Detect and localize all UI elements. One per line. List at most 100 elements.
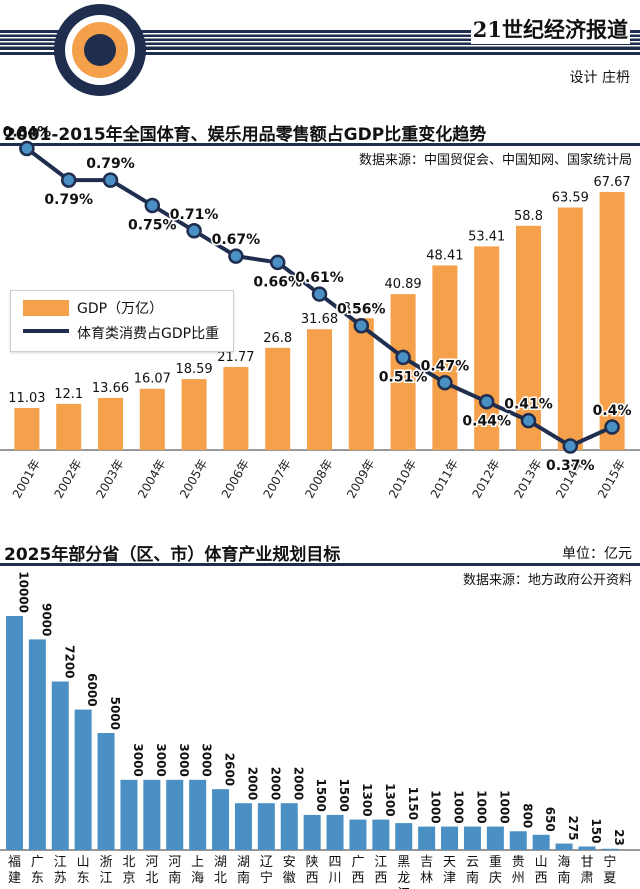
ratio-label: 0.75% — [128, 217, 177, 233]
province-tick-label: 山 — [77, 855, 90, 870]
target-bar-label: 1000 — [474, 790, 488, 823]
province-tick-label: 北 — [145, 871, 158, 886]
province-tick-label: 北 — [122, 855, 135, 870]
province-tick-label: 吉 — [420, 855, 433, 870]
gdp-bar — [139, 388, 165, 450]
year-tick-label: 2005年 — [177, 457, 210, 501]
province-tick-label: 宁 — [260, 870, 273, 886]
gdp-bar — [307, 329, 332, 450]
ratio-label: 0.61% — [295, 270, 344, 286]
target-bar — [189, 779, 207, 850]
province-tick-label: 湖 — [214, 855, 227, 870]
year-tick-label: 2012年 — [470, 457, 503, 501]
year-tick-label: 2009年 — [344, 457, 377, 501]
province-tick-label: 西 — [351, 871, 364, 886]
province-tick-label: 云 — [466, 855, 479, 870]
province-tick-label: 四 — [329, 855, 342, 870]
province-tick-label: 浙 — [100, 855, 113, 870]
ratio-point — [520, 412, 537, 429]
province-tick-label: 湖 — [237, 855, 250, 870]
chart2-unit: 单位：亿元 — [562, 546, 632, 562]
ratio-point — [269, 254, 286, 271]
target-bar — [555, 843, 573, 850]
province-tick-label: 北 — [214, 871, 227, 886]
gdp-bar — [516, 225, 541, 450]
target-bar-label: 3000 — [177, 743, 191, 776]
year-tick-label: 2006年 — [219, 457, 252, 501]
gdp-bar-label: 67.67 — [593, 175, 630, 190]
section2-divider — [0, 563, 640, 566]
province-tick-label: 东 — [77, 871, 90, 886]
province-tick-label: 辽 — [260, 855, 273, 870]
year-tick-label: 2007年 — [261, 457, 294, 501]
ratio-point — [144, 197, 161, 214]
ratio-point — [102, 172, 119, 188]
province-tick-label: 夏 — [603, 871, 616, 886]
province-tick-label: 河 — [145, 855, 158, 870]
target-bar — [463, 826, 481, 850]
gdp-bar-label: 48.41 — [426, 248, 463, 263]
target-bar-label: 10000 — [16, 571, 30, 613]
gdp-bar-label: 16.07 — [134, 372, 171, 387]
province-tick-label: 徽 — [283, 871, 296, 886]
target-bar — [234, 803, 252, 850]
province-tick-label: 上 — [191, 855, 204, 870]
target-bar-label: 6000 — [85, 673, 99, 706]
province-tick-label: 重 — [489, 854, 502, 870]
province-tick-label: 江 — [100, 871, 113, 886]
target-bar-label: 7200 — [62, 645, 76, 678]
gdp-bar-label: 53.41 — [468, 229, 505, 244]
target-bar — [143, 779, 161, 850]
ratio-label: 0.51% — [379, 369, 428, 385]
ratio-point — [60, 172, 77, 188]
target-bar — [418, 826, 436, 850]
year-tick-label: 2010年 — [386, 457, 419, 501]
ratio-label: 0.56% — [337, 302, 386, 318]
target-bar — [303, 814, 321, 850]
gdp-bar-label: 21.77 — [217, 350, 254, 365]
province-tick-label: 福 — [8, 855, 21, 870]
province-tick-label: 南 — [237, 870, 250, 886]
gdp-bar — [98, 397, 123, 450]
ratio-point — [186, 223, 202, 239]
target-bar — [120, 779, 138, 850]
province-tick-label: 南 — [466, 870, 479, 886]
year-tick-label: 2001年 — [10, 457, 43, 501]
province-tick-label: 安 — [283, 855, 296, 870]
target-bar-label: 1500 — [314, 778, 328, 811]
logo-rings-icon — [54, 4, 146, 96]
province-tick-label: 南 — [558, 870, 571, 886]
year-tick-label: 2002年 — [52, 457, 85, 501]
target-bar-label: 1000 — [452, 790, 466, 823]
target-bar — [280, 803, 298, 850]
target-bar — [257, 803, 275, 850]
ratio-point — [604, 419, 620, 435]
legend-gdp-label: GDP（万亿） — [77, 301, 164, 317]
province-tick-label: 宁 — [603, 854, 616, 870]
province-tick-label: 陕 — [306, 855, 319, 870]
target-bar-label: 150 — [589, 818, 603, 843]
header-thin-line — [0, 52, 640, 55]
province-tick-label: 河 — [168, 855, 181, 870]
province-tick-label: 天 — [443, 855, 456, 870]
gdp-bar-label: 40.89 — [384, 277, 421, 292]
gdp-bar-label: 13.66 — [92, 381, 129, 396]
target-bar-label: 3000 — [200, 743, 214, 776]
year-tick-label: 2015年 — [595, 457, 628, 501]
target-bar — [212, 789, 230, 850]
province-tick-label: 西 — [374, 871, 387, 886]
brand-title: 21世纪经济报道 — [470, 14, 630, 44]
province-tick-label: 肃 — [580, 871, 593, 886]
legend-ratio-swatch — [23, 329, 69, 333]
province-tick-label: 东 — [31, 871, 44, 886]
ratio-label: 0.71% — [170, 207, 219, 223]
province-tick-label: 庆 — [489, 871, 502, 886]
province-tick-label: 建 — [8, 871, 21, 886]
province-tick-label: 贵 — [512, 855, 525, 870]
target-bar-label: 1500 — [337, 778, 351, 811]
gdp-bar-label: 26.8 — [263, 331, 292, 346]
province-tick-label: 广 — [351, 855, 364, 870]
province-tick-label: 黑 — [397, 855, 410, 870]
target-bar-label: 1150 — [406, 787, 420, 820]
